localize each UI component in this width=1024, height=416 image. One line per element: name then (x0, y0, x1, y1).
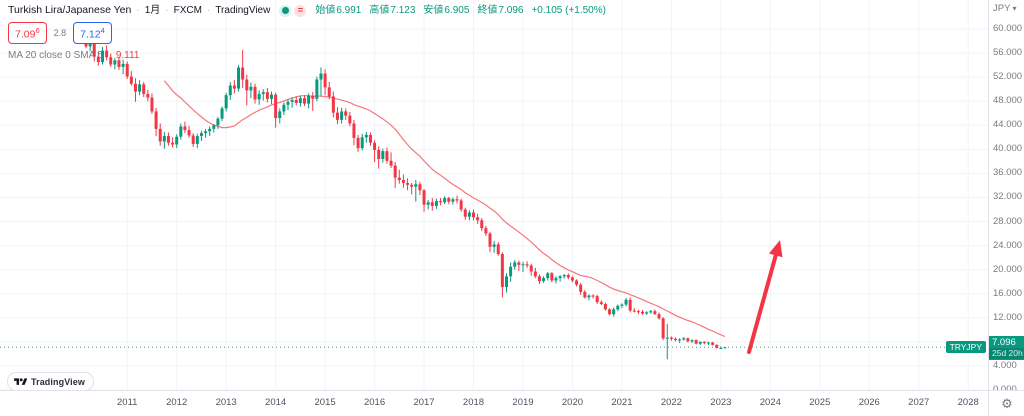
symbol-row: Turkish Lira/Japanese Yen · 1月 · FXCM · … (8, 4, 606, 17)
price-tick-label: 36.000 (993, 167, 1023, 179)
tradingview-logo-text: TradingView (31, 376, 85, 387)
price-tick-label: 32.000 (993, 191, 1023, 203)
symbol-title[interactable]: Turkish Lira/Japanese Yen (8, 4, 132, 16)
symbol-price-tag: TRYJPY (945, 341, 986, 354)
current-price-value: 7.096 (992, 337, 1016, 349)
low-label: 安値 (423, 5, 444, 16)
ask-price: 7.12 (80, 28, 101, 41)
bar-countdown: 25d 20h (989, 348, 1024, 360)
arrow-annotation[interactable] (747, 240, 783, 354)
year-label: 2026 (858, 397, 880, 408)
sell-button[interactable]: 7.096 (8, 22, 47, 44)
price-tick-label: 48.000 (993, 95, 1023, 107)
platform-label: TradingView (215, 5, 271, 16)
price-tick-label: 44.000 (993, 119, 1023, 131)
status-badges: = (279, 4, 307, 17)
price-axis[interactable]: JPY ▾ 60.000 56.000 52.000 48.000 44.000 40.0… (988, 0, 1024, 395)
close-label: 終値 (477, 5, 498, 16)
currency-label: JPY (993, 3, 1011, 14)
year-label: 2024 (759, 397, 781, 408)
price-tick-label: 28.000 (993, 215, 1023, 227)
year-label: 2012 (166, 397, 188, 408)
interval-label[interactable]: 1月 (144, 5, 161, 16)
gear-icon[interactable]: ⚙ (1001, 396, 1013, 412)
market-status-dot-icon[interactable] (279, 4, 292, 17)
chart-legend: Turkish Lira/Japanese Yen · 1月 · FXCM · … (8, 4, 606, 61)
time-axis[interactable]: 2011 2012 2013 2014 2015 2016 2017 2018 2019 2020… (0, 390, 988, 416)
price-tick-label: 0.000 (993, 385, 1017, 395)
year-label: 2017 (413, 397, 435, 408)
bid-price: 7.09 (15, 28, 36, 41)
year-label: 2016 (363, 397, 386, 408)
year-label: 2023 (710, 397, 732, 408)
current-price-label: 7.096 25d 20h (989, 336, 1024, 361)
exchange-label[interactable]: FXCM (173, 5, 202, 16)
year-label: 2013 (215, 397, 237, 408)
year-label: 2018 (462, 397, 485, 408)
high-value: 7.123 (390, 5, 416, 16)
separator: · (136, 5, 140, 16)
price-tick-label: 56.000 (993, 47, 1023, 59)
ohlc-readout: 始値6.991 高値7.123 安値6.905 終値7.096 +0.105 (… (315, 4, 606, 17)
indicator-row: MA 20 close 0 SMA 5 9.111 (8, 50, 606, 61)
price-tick-label: 12.000 (993, 311, 1023, 323)
low-value: 6.905 (444, 5, 470, 16)
price-tick-label: 24.000 (993, 239, 1023, 251)
year-label: 2021 (611, 397, 633, 408)
currency-dropdown[interactable]: JPY ▾ (993, 3, 1016, 14)
price-tick-label: 4.000 (993, 359, 1017, 371)
dot-icon (281, 7, 289, 14)
price-tick-label: 40.000 (993, 143, 1023, 155)
year-label: 2011 (117, 397, 138, 408)
close-value: 7.096 (498, 5, 524, 16)
separator: · (165, 5, 169, 16)
year-label: 2028 (957, 397, 979, 408)
price-tick-label: 60.000 (993, 22, 1023, 34)
price-tick-label: 52.000 (993, 71, 1023, 83)
tradingview-logo-icon (14, 377, 27, 385)
tradingview-logo[interactable]: TradingView (7, 372, 94, 391)
ma-line (163, 80, 726, 338)
year-label: 2020 (561, 397, 584, 408)
high-label: 高値 (369, 5, 390, 16)
year-label: 2015 (314, 397, 336, 408)
equals-status-icon[interactable]: = (294, 4, 307, 17)
bid-price-pip: 6 (35, 26, 40, 35)
buy-button[interactable]: 7.124 (73, 22, 112, 44)
price-tick-label: 20.000 (993, 263, 1023, 275)
year-label: 2025 (809, 397, 831, 408)
ask-price-pip: 4 (100, 26, 105, 35)
open-label: 始値 (315, 5, 336, 16)
separator: · (206, 5, 211, 16)
year-label: 2027 (908, 397, 930, 408)
spread-value: 2.8 (53, 27, 67, 38)
axis-corner: ⚙ (988, 390, 1024, 416)
change-value: +0.105 (+1.50%) (531, 5, 606, 16)
chevron-down-icon: ▾ (1012, 4, 1017, 13)
price-tick-label: 16.000 (993, 287, 1023, 299)
bid-ask-row: 7.096 2.8 7.124 (8, 22, 606, 44)
year-label: 2022 (660, 397, 682, 408)
year-label: 2014 (265, 397, 287, 408)
ma-indicator-label[interactable]: MA 20 close 0 SMA 5 (8, 49, 104, 61)
year-label: 2019 (512, 397, 534, 408)
ma-indicator-value: 9.111 (115, 49, 140, 61)
open-value: 6.991 (336, 5, 362, 16)
